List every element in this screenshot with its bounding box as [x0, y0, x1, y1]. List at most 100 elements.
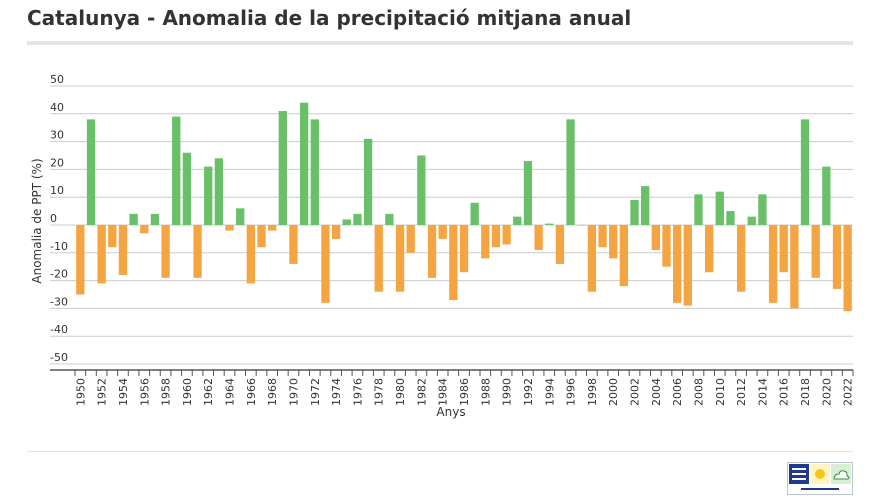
bar-2020 — [822, 166, 831, 225]
bar-1978 — [374, 225, 383, 292]
bar-1982 — [417, 155, 426, 225]
bar-1989 — [491, 225, 501, 248]
bar-2014 — [758, 194, 767, 225]
x-tick-label: 1996 — [565, 378, 578, 406]
x-tick-label: 1976 — [351, 378, 364, 406]
bar-1976 — [353, 213, 362, 225]
bar-1990 — [502, 225, 511, 245]
bar-1984 — [438, 225, 447, 239]
x-tick-label: 1984 — [437, 378, 450, 406]
bar-2006 — [672, 225, 682, 303]
bar-1973 — [321, 225, 330, 303]
bar-1965 — [236, 208, 245, 225]
bar-1985 — [449, 225, 458, 301]
bar-1959 — [172, 116, 181, 225]
bar-1994 — [545, 223, 554, 225]
bar-1974 — [331, 225, 341, 239]
x-tick-label: 2012 — [735, 378, 748, 406]
x-tick-label: 2018 — [799, 378, 812, 406]
x-tick-label: 1960 — [181, 378, 194, 406]
chart-title: Catalunya - Anomalia de la precipitació … — [27, 6, 632, 30]
bar-2007 — [683, 225, 692, 306]
x-tick-label: 1962 — [202, 378, 215, 406]
bar-1966 — [246, 225, 255, 284]
x-tick-label: 2006 — [671, 378, 684, 406]
bar-2022 — [843, 225, 852, 312]
bar-1953 — [108, 225, 117, 248]
title-divider — [27, 41, 853, 45]
bar-1977 — [363, 138, 373, 225]
bar-2002 — [630, 199, 639, 225]
y-tick-label: 0 — [50, 212, 57, 225]
bar-2015 — [768, 225, 778, 303]
bar-1995 — [555, 225, 565, 264]
bar-1999 — [598, 225, 607, 248]
bar-2019 — [811, 225, 820, 278]
y-tick-label: -50 — [50, 351, 68, 364]
y-axis-title: Anomalia de PPT (%) — [30, 158, 44, 283]
bar-1957 — [150, 213, 160, 225]
x-axis-title: Anys — [436, 405, 465, 419]
x-tick-label: 2000 — [607, 378, 620, 406]
bar-1997 — [577, 225, 586, 226]
x-tick-label: 1998 — [586, 378, 599, 406]
x-tick-label: 1972 — [309, 378, 322, 406]
x-axis: 1950 1952 1954 1956 1958 1960 1962 1964 1966 1968… — [50, 369, 855, 406]
x-tick-label: 1994 — [543, 378, 556, 406]
x-tick-label: 2004 — [650, 378, 663, 406]
bar-2011 — [726, 211, 735, 225]
bar-1967 — [257, 225, 266, 248]
x-tick-label: 1964 — [224, 378, 237, 406]
bar-1993 — [534, 225, 543, 251]
x-tick-label: 1988 — [479, 378, 492, 406]
y-tick-label: 40 — [50, 101, 64, 114]
x-tick-label: 1974 — [330, 378, 343, 406]
x-tick-label: 1992 — [522, 378, 535, 406]
x-tick-label: 1954 — [117, 378, 130, 406]
bar-1988 — [481, 225, 490, 259]
bar-1950 — [76, 225, 85, 295]
x-tick-label: 1986 — [458, 378, 471, 406]
bar-1998 — [587, 225, 597, 292]
x-tick-label: 2014 — [756, 378, 769, 406]
y-tick-label: 10 — [50, 184, 64, 197]
y-tick-label: -40 — [50, 323, 68, 336]
x-tick-label: 1970 — [287, 378, 300, 406]
x-tick-label: 1952 — [96, 378, 109, 406]
bar-1992 — [523, 161, 533, 225]
bar-2018 — [800, 119, 810, 225]
bar-2017 — [790, 225, 799, 309]
bar-1991 — [513, 216, 522, 225]
bar-1963 — [214, 158, 224, 225]
x-tick-label: 1990 — [501, 378, 514, 406]
bar-1981 — [406, 225, 415, 253]
x-tick-label: 2020 — [820, 378, 833, 406]
bar-1961 — [193, 225, 202, 278]
x-tick-label: 2016 — [778, 378, 791, 406]
x-tick-label: 1958 — [160, 378, 173, 406]
x-tick-label: 1980 — [394, 378, 407, 406]
bar-1962 — [204, 166, 213, 225]
bar-1951 — [86, 119, 96, 225]
x-tick-label: 2022 — [842, 378, 855, 406]
bar-1960 — [182, 152, 192, 225]
y-tick-label: 50 — [50, 73, 64, 86]
bar-2008 — [694, 194, 703, 225]
y-tick-label: -20 — [50, 268, 68, 281]
x-tick-label: 1956 — [138, 378, 151, 406]
x-tick-label: 2008 — [692, 378, 705, 406]
x-tick-label: 1982 — [415, 378, 428, 406]
bar-2000 — [609, 225, 618, 259]
bar-1964 — [225, 225, 234, 231]
bar-1952 — [97, 225, 106, 284]
bar-2005 — [662, 225, 671, 267]
bar-2012 — [736, 225, 746, 292]
bar-1972 — [310, 119, 319, 225]
y-tick-label: -10 — [50, 240, 68, 253]
bar-1968 — [268, 225, 277, 231]
bar-2009 — [704, 225, 714, 273]
bar-2003 — [641, 186, 650, 225]
x-tick-label: 1968 — [266, 378, 279, 406]
x-tick-label: 2002 — [629, 378, 642, 406]
bar-1986 — [459, 225, 469, 273]
